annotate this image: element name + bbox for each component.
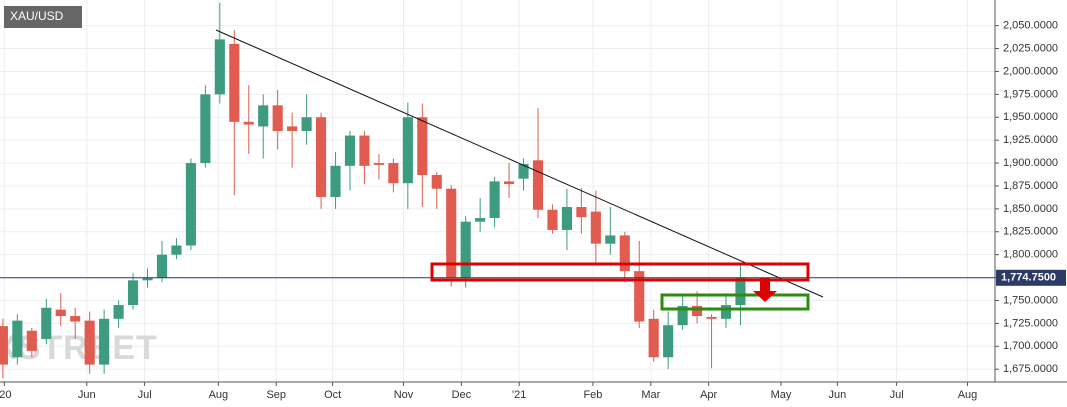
y-tick-label: 1,975.0000 xyxy=(1003,88,1058,100)
candle-body xyxy=(84,320,95,365)
watermark: FXSTREET xyxy=(0,329,158,367)
candle-body xyxy=(532,160,544,210)
x-tick-label: Sep xyxy=(266,389,286,401)
candle-body xyxy=(489,181,500,219)
candle-body xyxy=(200,94,211,164)
y-tick-label: 1,950.0000 xyxy=(1003,111,1058,123)
candle-body xyxy=(258,105,269,127)
candle-body xyxy=(70,316,81,322)
y-tick-label: 1,825.0000 xyxy=(1003,226,1058,238)
candle-body xyxy=(388,163,399,184)
candle-body xyxy=(417,117,428,175)
x-tick-label: Apr xyxy=(700,389,717,401)
candle-body xyxy=(99,318,110,365)
candle-body xyxy=(301,117,312,131)
y-tick-label: 1,850.0000 xyxy=(1003,203,1058,215)
y-tick-label: 1,900.0000 xyxy=(1003,157,1058,169)
x-tick-label: '21 xyxy=(512,389,526,401)
candles xyxy=(0,2,746,379)
candle-body xyxy=(634,271,645,322)
candle-body xyxy=(315,117,327,197)
candle-body xyxy=(431,174,442,189)
candle-body xyxy=(605,235,616,244)
candle-body xyxy=(171,245,182,255)
y-tick-label: 1,800.0000 xyxy=(1003,249,1058,261)
candle-body xyxy=(142,277,153,281)
candle-body xyxy=(156,254,168,278)
candle-body xyxy=(547,209,558,230)
candle-body xyxy=(373,163,384,165)
candle-body xyxy=(720,305,732,319)
candle-body xyxy=(706,316,717,319)
candle-body xyxy=(475,218,486,222)
candle-body xyxy=(735,277,746,306)
candle-body xyxy=(127,280,139,306)
candle-body xyxy=(113,305,124,319)
support-box xyxy=(660,293,810,311)
x-tick-label: Oct xyxy=(324,389,341,401)
candle-body xyxy=(0,326,8,365)
last-price-box xyxy=(996,269,1066,286)
resistance-box xyxy=(430,262,810,282)
candle-body xyxy=(330,165,341,197)
candle-body xyxy=(243,121,254,125)
candle-body xyxy=(55,309,66,317)
candle-body xyxy=(344,135,356,166)
candle-body xyxy=(692,305,703,317)
candle-body xyxy=(648,318,659,358)
x-tick-label: Nov xyxy=(394,389,414,401)
candle-body xyxy=(287,126,298,131)
x-tick-label: Aug xyxy=(958,389,978,401)
y-tick-label: 1,750.0000 xyxy=(1003,294,1058,306)
y-tick-label: 2,025.0000 xyxy=(1003,42,1058,54)
x-tick-label: Jun xyxy=(78,389,96,401)
candle-body xyxy=(272,105,283,131)
x-tick-label: Feb xyxy=(583,389,602,401)
candle-body xyxy=(12,320,23,358)
candle-body xyxy=(185,163,196,246)
y-tick-label: 2,000.0000 xyxy=(1003,65,1058,77)
x-tick-label: Jul xyxy=(890,389,904,401)
x-tick-label: Mar xyxy=(641,389,660,401)
candle-body xyxy=(229,43,240,122)
candle-body xyxy=(677,305,688,326)
candle-body xyxy=(518,163,529,179)
candle-body xyxy=(446,188,457,278)
candle-body xyxy=(402,117,413,184)
y-tick-label: 1,700.0000 xyxy=(1003,340,1058,352)
x-tick-label: Aug xyxy=(209,389,229,401)
candle-body xyxy=(214,39,225,95)
x-tick-label: Dec xyxy=(452,389,472,401)
x-tick-label: '20 xyxy=(0,389,12,401)
y-tick-label: 1,925.0000 xyxy=(1003,134,1058,146)
candle-body xyxy=(41,307,52,339)
y-tick-label: 1,675.0000 xyxy=(1003,363,1058,375)
title-box xyxy=(4,6,82,28)
x-tick-label: May xyxy=(771,389,792,401)
candle-body xyxy=(619,235,630,272)
candle-body xyxy=(26,330,37,351)
candle-body xyxy=(504,181,515,185)
candle-body xyxy=(359,135,370,166)
candle-body xyxy=(460,221,471,278)
x-tick-label: Jul xyxy=(138,389,152,401)
candle-body xyxy=(590,211,601,244)
down-arrow xyxy=(753,278,777,302)
candle-body xyxy=(561,207,572,230)
last-price-label: 1,774.7500 xyxy=(1001,272,1056,284)
trend-line xyxy=(215,29,824,298)
x-tick-label: Jun xyxy=(828,389,846,401)
candle-body xyxy=(576,207,587,218)
y-tick-label: 2,050.0000 xyxy=(1003,20,1058,32)
chart-title: XAU/USD xyxy=(10,9,64,23)
y-tick-label: 1,725.0000 xyxy=(1003,317,1058,329)
candle-body xyxy=(663,325,674,358)
y-tick-label: 1,875.0000 xyxy=(1003,180,1058,192)
